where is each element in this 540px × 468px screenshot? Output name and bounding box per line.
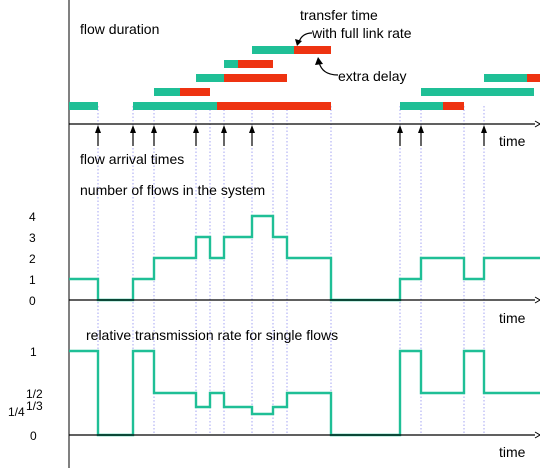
- middle-time-label: time: [499, 310, 526, 326]
- flow-4-transfer-bar: [196, 74, 224, 82]
- transfer-time-annotation-line2: with full link rate: [311, 25, 412, 41]
- extra-delay-pointer-arrowhead: [315, 57, 323, 65]
- flow-10-transfer-bar: [484, 74, 527, 82]
- rate-tick-1: 1: [30, 345, 37, 359]
- flow-8-transfer-bar: [421, 102, 443, 110]
- flow-6-transfer-bar: [252, 46, 294, 54]
- flow-5-transfer-bar: [224, 60, 238, 68]
- flow-2-delay-bar: [217, 102, 331, 110]
- arrival-arrowhead-5: [221, 125, 227, 133]
- arrival-arrowhead-4: [193, 125, 199, 133]
- arrival-arrowhead-7: [397, 125, 403, 133]
- flow-6-delay-bar: [294, 46, 331, 54]
- relative-rate-step-line: [69, 349, 540, 437]
- count-tick-4: 4: [29, 210, 36, 224]
- number-of-flows-label: number of flows in the system: [80, 182, 265, 198]
- flow-duration-label: flow duration: [80, 21, 159, 37]
- arrival-arrowhead-1: [95, 125, 101, 133]
- transfer-time-pointer-arrowhead: [295, 39, 302, 46]
- arrival-arrowhead-2: [130, 125, 136, 133]
- flow-8-delay-bar: [443, 102, 464, 110]
- arrival-arrowhead-8: [418, 125, 424, 133]
- transfer-time-pointer-arrow: [298, 32, 313, 43]
- rate-tick-half: 1/2: [26, 387, 43, 401]
- arrival-arrowhead-9: [481, 125, 487, 133]
- rate-tick-quarter: 1/4: [8, 405, 25, 419]
- arrival-arrowhead-6: [249, 125, 255, 133]
- extra-delay-annotation: extra delay: [338, 68, 406, 84]
- flow-10-delay-bar: [527, 74, 540, 82]
- flow-duration-bars: [69, 46, 540, 110]
- count-tick-1: 1: [29, 273, 36, 287]
- count-tick-2: 2: [29, 252, 36, 266]
- flow-7-transfer-bar: [400, 102, 422, 110]
- bottom-time-axis-arrowhead: [534, 431, 540, 439]
- flow-9-transfer-bar: [421, 88, 534, 96]
- arrival-arrowhead-3: [151, 125, 157, 133]
- rate-tick-third: 1/3: [26, 399, 43, 413]
- flow-3-transfer-bar: [154, 88, 180, 96]
- flow-4-delay-bar: [224, 74, 287, 82]
- top-time-label: time: [499, 133, 526, 149]
- top-time-axis-arrowhead: [534, 120, 540, 128]
- flow-2-transfer-bar: [133, 102, 217, 110]
- arrival-arrows: [95, 125, 487, 146]
- middle-time-axis-arrowhead: [534, 296, 540, 304]
- relative-rate-label: relative transmission rate for single fl…: [86, 327, 338, 343]
- flow-arrival-times-label: flow arrival times: [80, 151, 184, 167]
- count-tick-0: 0: [29, 294, 36, 308]
- flow-1-transfer-bar: [69, 102, 98, 110]
- flow-5-delay-bar: [238, 60, 273, 68]
- flow-count-step-line: [69, 214, 540, 302]
- rate-tick-0: 0: [30, 429, 37, 443]
- bottom-time-label: time: [499, 444, 526, 460]
- transfer-time-annotation-line1: transfer time: [300, 7, 378, 23]
- count-tick-3: 3: [29, 231, 36, 245]
- flow-3-delay-bar: [180, 88, 210, 96]
